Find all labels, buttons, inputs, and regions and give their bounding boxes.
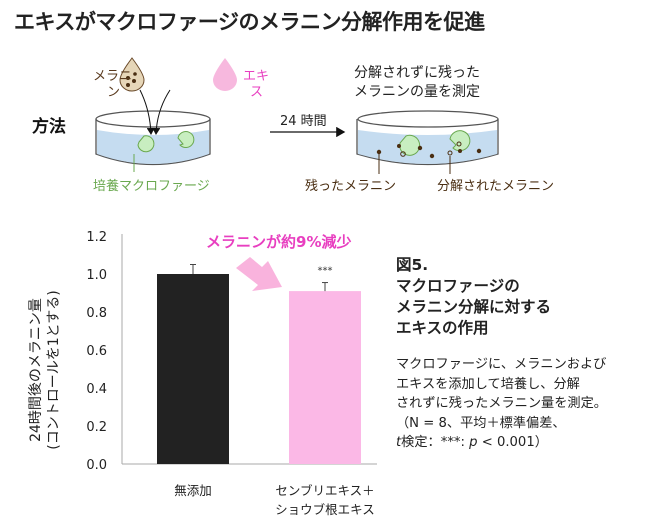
y-tick-label: 0.6 <box>86 344 107 359</box>
culture-dish-before <box>95 110 211 172</box>
macrophage-icon <box>177 131 195 149</box>
bar <box>157 274 229 464</box>
p-symbol: p <box>469 435 478 450</box>
extract-label: エキ <box>243 69 269 84</box>
melanin-label: メラニ <box>93 69 132 84</box>
decrease-arrow-icon <box>236 257 282 291</box>
time-label: 24 時間 <box>280 114 327 129</box>
measure-label-2: メラニンの量を測定 <box>354 84 480 100</box>
y-axis-label: 24時間後のメラニン量 <box>28 298 44 442</box>
x-tick-label: 無添加 <box>174 483 212 498</box>
stats-line-2: t検定：***: p < 0.001） <box>396 433 607 453</box>
figure-caption: マクロファージに、メラニンおよび エキスを添加して培養し、分解 されずに残ったメ… <box>396 355 607 453</box>
t-symbol: t <box>396 435 402 450</box>
extract-droplet-icon <box>213 58 237 91</box>
annotation: メラニンが約9%減少 <box>206 233 351 251</box>
bar <box>289 291 361 464</box>
culture-dish-after <box>356 110 499 174</box>
melanin-label-2: ン <box>107 85 120 100</box>
method-label: 方法 <box>32 116 66 137</box>
extract-label-2: ス <box>250 85 263 100</box>
page-title: エキスがマクロファージのメラニン分解作用を促進 <box>14 10 485 34</box>
y-tick-label: 0.4 <box>86 382 107 397</box>
y-tick-label: 1.2 <box>86 230 107 245</box>
y-tick-label: 0.0 <box>86 458 107 473</box>
y-tick-label: 0.8 <box>86 306 107 321</box>
y-tick-label: 0.2 <box>86 420 107 435</box>
method-diagram: 方法 メラニ ン エキ ス 培養マクロファージ 24 時間 分解されずに残った … <box>32 57 554 194</box>
bar-chart: 24時間後のメラニン量 (コントロールを1とする) 0.0 0.2 0.4 0.6 0.… <box>28 230 377 517</box>
figure-title-line: エキスの作用 <box>396 319 489 337</box>
figure-number: 図5. <box>396 256 429 274</box>
y-tick-label: 1.0 <box>86 268 107 283</box>
x-tick-label: ショウブ根エキス <box>275 502 375 517</box>
y-axis-label-2: (コントロールを1とする) <box>46 290 62 449</box>
melanin-droplet-icon <box>119 57 145 92</box>
significance-marker: *** <box>318 266 333 277</box>
remaining-melanin-label: 残ったメラニン <box>305 179 396 194</box>
caption-line: されずに残ったメラニン量を測定。 <box>396 396 607 411</box>
x-tick-label: センブリエキス＋ <box>275 483 374 498</box>
caption-line: マクロファージに、メラニンおよび <box>396 357 607 372</box>
stats-text: < 0.001） <box>477 435 548 450</box>
figure-title: 図5. マクロファージの メラニン分解に対する エキスの作用 <box>396 255 551 339</box>
stats-line: （N = 8、平均＋標準偏差、 <box>396 415 566 431</box>
figure-title-line: マクロファージの <box>396 277 520 295</box>
macrophage-icon <box>137 135 155 153</box>
stats-text: 検定：***: <box>401 435 470 450</box>
degraded-melanin-label: 分解されたメラニン <box>437 179 554 194</box>
caption-line: エキスを添加して培養し、分解 <box>396 376 580 392</box>
macrophage-label: 培養マクロファージ <box>93 178 210 194</box>
figure-title-line: メラニン分解に対する <box>396 298 552 316</box>
measure-label: 分解されずに残った <box>354 65 480 81</box>
